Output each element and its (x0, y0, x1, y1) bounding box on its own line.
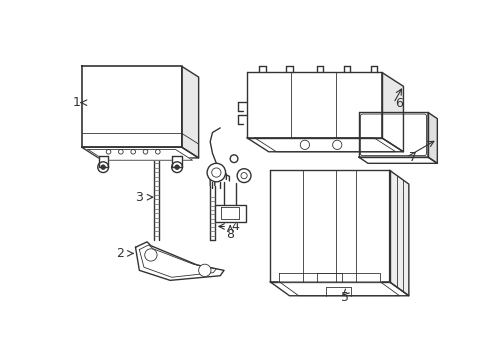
Circle shape (237, 169, 250, 183)
Text: 3: 3 (135, 191, 143, 204)
Circle shape (143, 149, 147, 154)
Circle shape (171, 162, 182, 172)
Text: 8: 8 (226, 228, 234, 240)
Text: 7: 7 (408, 150, 416, 164)
Polygon shape (221, 207, 239, 219)
Polygon shape (87, 149, 192, 160)
Circle shape (300, 140, 309, 149)
Polygon shape (358, 157, 436, 163)
Circle shape (174, 165, 179, 170)
Polygon shape (246, 138, 403, 152)
Circle shape (98, 162, 108, 172)
Circle shape (241, 172, 246, 179)
Circle shape (118, 149, 123, 154)
Polygon shape (389, 170, 408, 296)
Polygon shape (381, 72, 403, 152)
Polygon shape (279, 273, 380, 282)
Text: 1: 1 (72, 96, 80, 109)
Circle shape (198, 264, 210, 276)
Polygon shape (135, 242, 224, 280)
Polygon shape (427, 112, 436, 163)
Text: 2: 2 (116, 247, 124, 260)
Text: 6: 6 (394, 97, 402, 110)
Polygon shape (172, 156, 182, 167)
Polygon shape (270, 170, 389, 282)
Polygon shape (182, 66, 198, 158)
Polygon shape (214, 205, 245, 222)
Text: 4: 4 (231, 220, 239, 233)
Circle shape (155, 149, 160, 154)
Circle shape (230, 155, 238, 163)
Circle shape (144, 249, 157, 261)
Polygon shape (358, 112, 427, 157)
Circle shape (211, 168, 221, 177)
Circle shape (106, 149, 111, 154)
Polygon shape (81, 147, 198, 158)
Circle shape (332, 140, 341, 149)
Polygon shape (246, 72, 381, 138)
Circle shape (101, 165, 105, 170)
Polygon shape (99, 156, 107, 167)
Polygon shape (81, 66, 182, 147)
Circle shape (131, 149, 135, 154)
Polygon shape (270, 282, 408, 296)
Circle shape (207, 163, 225, 182)
Text: 5: 5 (340, 291, 348, 304)
